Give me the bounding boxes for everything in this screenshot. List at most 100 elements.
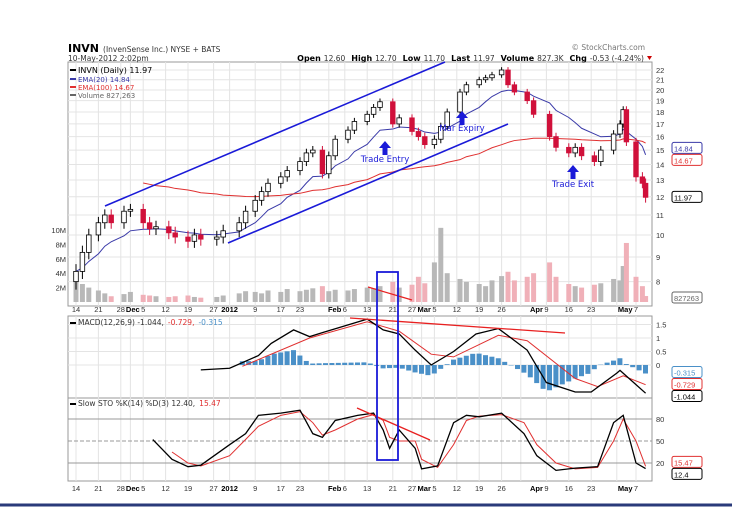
candle-body	[598, 149, 604, 162]
quote-high-label: High	[351, 54, 372, 63]
ema100-value-tag: 14.67	[674, 156, 693, 165]
highlight-box	[376, 271, 399, 461]
channel-lower-line	[227, 123, 509, 244]
macd-histogram-bar	[259, 359, 264, 365]
y-tick-label: 18	[656, 108, 664, 117]
macd-hist-tag: -0.315	[674, 369, 695, 378]
candle-body	[310, 149, 316, 154]
macd-histogram-bar	[611, 360, 616, 365]
candle-body	[633, 141, 639, 178]
volume-bar	[499, 276, 505, 302]
macd-histogram-bar	[348, 362, 354, 365]
macd-histogram-bar	[419, 365, 424, 374]
candle-body	[415, 131, 422, 138]
volume-bar	[326, 291, 332, 302]
x-tick-label: Dec	[126, 305, 140, 314]
macd-histogram-bar	[489, 356, 495, 365]
volume-bar	[185, 295, 191, 302]
macd-histogram-bar	[617, 358, 623, 365]
candle-body	[610, 133, 617, 151]
volume-bar	[259, 293, 265, 302]
macd-hist-tag-box	[671, 366, 703, 379]
x-tick-label: 21	[389, 305, 397, 314]
volume-bar	[243, 291, 249, 302]
macd-histogram-bar	[438, 365, 444, 369]
legend-macd-signal: -0.729,	[168, 318, 195, 327]
ema100-value-tag-box	[671, 153, 703, 166]
macd-histogram-bar	[297, 355, 303, 365]
macd-histogram-bar	[451, 359, 456, 365]
x-tick-label-bottom: 17	[277, 484, 285, 493]
volume-bar	[598, 283, 604, 302]
candle-body	[172, 232, 178, 238]
candle-body	[73, 271, 79, 283]
candle-body	[191, 234, 198, 242]
macd-histogram-bar	[387, 365, 392, 369]
candle-body	[444, 111, 450, 127]
volume-value-tag: 827263	[674, 294, 699, 303]
candle-body	[121, 210, 127, 224]
candle-body	[476, 79, 482, 86]
macd-histogram-bar	[534, 365, 540, 384]
legend-swatch-price	[70, 69, 76, 71]
candle-body	[463, 84, 470, 93]
macd-histogram-bar	[271, 353, 277, 365]
macd-value-tag-box	[671, 390, 703, 403]
candle-body	[578, 146, 585, 157]
quote-volume: 827.3K	[537, 54, 564, 63]
macd-histogram-bar	[380, 365, 386, 369]
volume-bar	[297, 291, 303, 302]
volume-bar	[102, 293, 108, 302]
candle-body	[284, 170, 290, 178]
candle-body	[524, 91, 530, 102]
x-tick-label-bottom: 14	[72, 484, 80, 493]
volume-bar	[566, 284, 572, 302]
volume-bar	[643, 296, 649, 302]
volume-bar	[524, 276, 530, 302]
last-price-tag-box	[671, 190, 703, 203]
macd-histogram-bar	[572, 365, 578, 379]
legend-swatch-sto	[70, 403, 76, 405]
sto-tick-label: 20	[656, 459, 664, 468]
sto-k-tag-box	[671, 467, 703, 480]
macd-histogram-bar	[559, 365, 565, 385]
candle-body	[364, 113, 370, 122]
macd-histogram-bar	[521, 365, 527, 373]
x-tick-label-bottom: 23	[587, 484, 595, 493]
candle-body	[252, 199, 258, 212]
x-tick-label: 13	[363, 305, 371, 314]
macd-histogram-bar	[623, 364, 629, 365]
volume-tick-label: 10M	[51, 226, 66, 235]
macd-histogram-bar	[527, 365, 533, 378]
volume-bar	[463, 281, 469, 302]
candle-body	[642, 182, 649, 198]
x-tick-label-bottom: Dec	[126, 484, 140, 493]
legend-sto: Slow STO %K(14) %D(3) 12.40,	[78, 399, 195, 408]
candle-body	[431, 138, 438, 146]
x-tick-label-bottom: 9	[544, 484, 548, 493]
candle-body	[489, 74, 495, 79]
candle-body	[591, 155, 598, 162]
macd-histogram-bar	[553, 365, 559, 388]
ema100-line	[143, 137, 646, 198]
macd-histogram-bar	[579, 365, 584, 377]
y-tick-label: 8	[656, 278, 660, 287]
y-tick-label: 20	[656, 86, 664, 95]
x-tick-label: 21	[94, 305, 102, 314]
volume-bar	[191, 296, 197, 302]
quote-chg: -0.53 (-4.24%)	[590, 54, 644, 63]
candle-body	[345, 129, 351, 140]
macd-histogram-bar	[643, 365, 648, 374]
y-tick-label: 17	[656, 120, 664, 129]
volume-bar	[620, 266, 626, 302]
volume-bar	[319, 286, 325, 302]
macd-histogram-bar	[284, 351, 290, 365]
volume-bar	[172, 296, 178, 302]
x-tick-label: 23	[296, 305, 304, 314]
volume-bar	[591, 284, 597, 302]
x-tick-label-bottom: Mar	[418, 484, 431, 493]
candle-body	[108, 214, 114, 224]
x-tick-label-bottom: May	[618, 484, 633, 493]
candle-body	[457, 91, 463, 113]
macd-histogram-bar	[463, 355, 469, 365]
